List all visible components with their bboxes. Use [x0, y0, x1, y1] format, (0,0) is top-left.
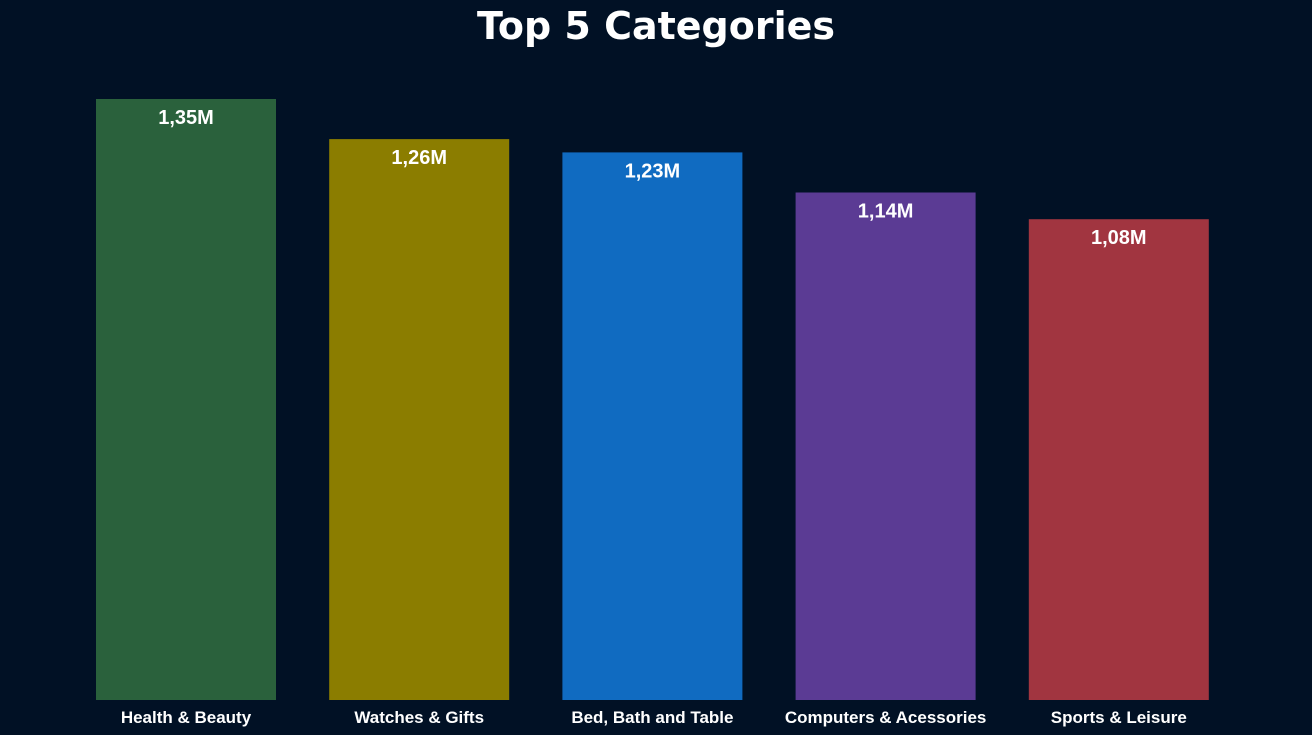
- bar-value-label-4: 1,14M: [858, 201, 914, 223]
- bar-2[interactable]: [329, 139, 510, 701]
- bar-value-label-1: 1,35M: [158, 107, 214, 129]
- bar-4[interactable]: [795, 192, 976, 701]
- bar-1[interactable]: [96, 99, 276, 700]
- bar-3[interactable]: [562, 152, 743, 700]
- bar-value-label-3: 1,23M: [625, 160, 681, 182]
- x-axis-tick-label-5: Sports & Leisure: [1051, 708, 1187, 727]
- chart-title: Top 5 Categories: [476, 4, 835, 48]
- bar-value-label-2: 1,26M: [391, 147, 447, 169]
- x-axis-tick-label-2: Watches & Gifts: [354, 708, 484, 727]
- bar-5[interactable]: [1028, 219, 1209, 700]
- x-axis-tick-label-3: Bed, Bath and Table: [571, 708, 733, 727]
- x-axis-tick-label-1: Health & Beauty: [121, 708, 252, 727]
- x-axis-tick-label-4: Computers & Acessories: [785, 708, 987, 727]
- bar-value-label-5: 1,08M: [1091, 227, 1147, 249]
